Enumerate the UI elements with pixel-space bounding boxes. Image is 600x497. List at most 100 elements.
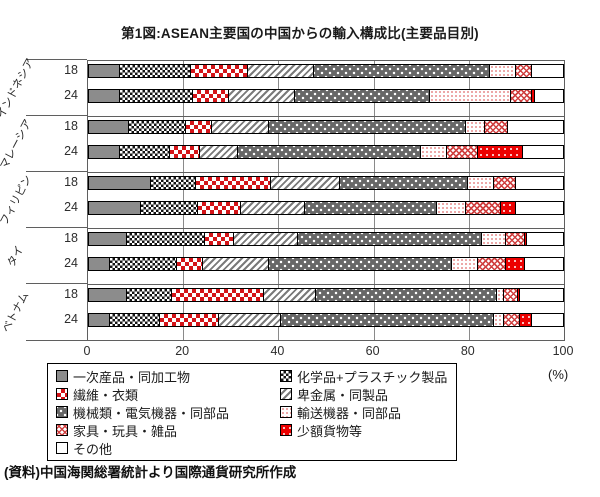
- stacked-bar-g2-24: [88, 201, 564, 215]
- segment-red-crosshatch: [477, 258, 507, 270]
- segment-dark-gray-white-dots: [314, 65, 490, 77]
- segment-solid-gray: [89, 233, 127, 245]
- x-axis-unit-label: (%): [548, 367, 569, 382]
- legend-item-pink-fine-dots: 輸送機器・同部品: [280, 403, 456, 421]
- axis-separator: [26, 283, 87, 284]
- axis-separator: [26, 59, 87, 60]
- year-tick-label: 18: [64, 175, 78, 189]
- segment-white: [515, 177, 563, 189]
- y-label-cell-1: マレーシア 18 24: [0, 115, 87, 172]
- segment-red-crosshatch: [503, 289, 518, 301]
- legend-item-black-white-checker: 化学品+プラスチック製品: [280, 367, 456, 385]
- y-axis-labels: インドネシア 18 24 マレーシア 18 24 フィリピン 18 24 タイ 18 24 ベトナム 18…: [0, 57, 87, 341]
- legend-label: その他: [73, 441, 113, 457]
- segment-red-white-checker: [195, 177, 272, 189]
- segment-pink-fine-dots: [496, 289, 504, 301]
- plot-area: [87, 60, 565, 341]
- legend-swatch-dark-gray-white-dots: [56, 406, 68, 418]
- segment-solid-gray: [89, 65, 120, 77]
- legend-swatch-gray-diagonal-stripes: [280, 388, 292, 400]
- segment-white: [522, 146, 563, 158]
- segment-solid-gray: [89, 121, 130, 133]
- segment-pink-fine-dots: [420, 146, 447, 158]
- segment-black-white-checker: [119, 90, 194, 102]
- segment-white: [508, 121, 563, 133]
- stacked-bar-g4-18: [88, 288, 564, 302]
- year-tick-label: 18: [64, 231, 78, 245]
- country-group-4: [88, 284, 564, 340]
- legend-item-red-white-checker: 繊維・衣類: [56, 385, 280, 403]
- legend-swatch-white: [56, 442, 68, 454]
- segment-gray-diagonal-stripes: [228, 90, 296, 102]
- segment-black-white-checker: [150, 177, 196, 189]
- x-tick-label-20: 20: [175, 344, 190, 358]
- segment-solid-red: [501, 202, 516, 214]
- segment-black-white-checker: [126, 233, 206, 245]
- segment-white: [527, 233, 563, 245]
- segment-red-white-checker: [160, 314, 220, 326]
- y-label-cell-4: ベトナム 18 24: [0, 283, 87, 341]
- year-tick-label: 24: [64, 200, 78, 214]
- segment-red-crosshatch: [484, 121, 509, 133]
- segment-red-crosshatch: [510, 90, 533, 102]
- segment-pink-fine-dots: [482, 233, 507, 245]
- year-tick-label: 18: [64, 63, 78, 77]
- segment-pink-fine-dots: [465, 121, 485, 133]
- segment-red-white-checker: [190, 65, 248, 77]
- segment-solid-gray: [89, 177, 151, 189]
- segment-white: [534, 90, 563, 102]
- year-tick-label: 18: [64, 287, 78, 301]
- segment-solid-red: [520, 314, 533, 326]
- segment-dark-gray-white-dots: [297, 233, 483, 245]
- country-label: インドネシア: [0, 56, 37, 121]
- country-group-2: [88, 172, 564, 228]
- segment-red-white-checker: [169, 146, 201, 158]
- country-group-0: [88, 60, 564, 116]
- segment-red-white-checker: [198, 202, 241, 214]
- segment-pink-fine-dots: [430, 90, 511, 102]
- legend-label: 化学品+プラスチック製品: [297, 369, 448, 385]
- segment-pink-fine-dots: [437, 202, 466, 214]
- year-tick-label: 24: [64, 312, 78, 326]
- gridline-80: [468, 60, 470, 340]
- source-note: (資料)中国海関総署統計より国際通貨研究所作成: [4, 465, 297, 480]
- segment-gray-diagonal-stripes: [264, 289, 317, 301]
- segment-solid-gray: [89, 289, 127, 301]
- legend-swatch-red-crosshatch: [56, 424, 68, 436]
- segment-dark-gray-white-dots: [316, 289, 497, 301]
- legend-label: 機械類・電気機器・同部品: [73, 405, 230, 421]
- segment-red-crosshatch: [506, 233, 526, 245]
- legend-label: 卑金属・同製品: [297, 387, 389, 403]
- year-tick-label: 18: [64, 119, 78, 133]
- segment-pink-fine-dots: [451, 258, 478, 270]
- segment-solid-red: [532, 90, 535, 102]
- legend-label: 一次産品・同加工物: [73, 369, 191, 385]
- segment-dark-gray-white-dots: [269, 258, 452, 270]
- segment-black-white-checker: [110, 314, 161, 326]
- x-tick-label-100: 100: [552, 344, 574, 358]
- segment-red-white-checker: [193, 90, 229, 102]
- y-label-cell-0: インドネシア 18 24: [0, 57, 87, 120]
- segment-dark-gray-white-dots: [295, 90, 431, 102]
- country-label: フィリピン: [0, 173, 35, 228]
- gridline-60: [373, 60, 375, 340]
- legend-swatch-red-white-checker: [56, 388, 68, 400]
- segment-gray-diagonal-stripes: [247, 65, 315, 77]
- chart-title: 第1図:ASEAN主要国の中国からの輸入構成比(主要品目別): [121, 26, 479, 41]
- legend-swatch-pink-fine-dots: [280, 406, 292, 418]
- segment-black-white-checker: [119, 65, 191, 77]
- y-label-cell-2: フィリピン 18 24: [0, 171, 87, 228]
- country-group-1: [88, 116, 564, 172]
- segment-white: [532, 65, 563, 77]
- segment-gray-diagonal-stripes: [212, 121, 270, 133]
- legend-swatch-solid-red: [280, 424, 292, 436]
- segment-solid-gray: [89, 258, 111, 270]
- x-tick-label-80: 80: [460, 344, 475, 358]
- segment-gray-diagonal-stripes: [202, 258, 270, 270]
- segment-dark-gray-white-dots: [340, 177, 469, 189]
- segment-red-crosshatch: [503, 314, 521, 326]
- axis-separator: [26, 340, 87, 341]
- stacked-bar-g0-24: [88, 89, 564, 103]
- segment-dark-gray-white-dots: [238, 146, 421, 158]
- stacked-bar-g1-24: [88, 145, 564, 159]
